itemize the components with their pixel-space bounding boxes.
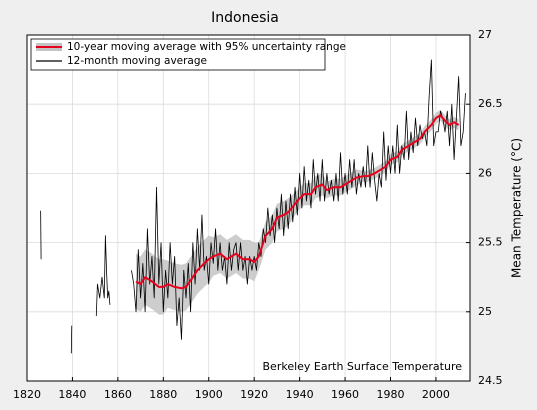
legend-label: 10-year moving average with 95% uncertai…: [67, 41, 346, 53]
y-tick-label: 25: [478, 305, 492, 318]
y-tick-label: 24.5: [478, 374, 503, 387]
x-tick-label: 1900: [195, 388, 223, 401]
y-tick-label: 27: [478, 28, 492, 41]
y-axis-label: Mean Temperature (°C): [510, 138, 524, 278]
x-tick-label: 1880: [149, 388, 177, 401]
marks: [40, 59, 466, 354]
x-tick-label: 1920: [240, 388, 268, 401]
legend-label: 12-month moving average: [67, 55, 207, 67]
legend-box: [30, 38, 326, 71]
annotation: Berkeley Earth Surface Temperature: [263, 360, 463, 373]
x-tick-label: 2000: [422, 388, 450, 401]
legend: 10-year moving average with 95% uncertai…: [30, 38, 346, 71]
axes: 1820 1840 1860 1880 1900 1920 1940 1960 1980 2000…: [13, 28, 503, 401]
x-tick-label: 1840: [58, 388, 86, 401]
x-tick-label: 1940: [286, 388, 314, 401]
series-line: [135, 114, 460, 290]
x-tick-label: 1860: [104, 388, 132, 401]
x-tick-label: 1980: [376, 388, 404, 401]
series-line: [40, 59, 466, 354]
x-tick-label: 1960: [331, 388, 359, 401]
uncertainty-band: [136, 109, 459, 315]
chart-title: Indonesia: [211, 10, 279, 26]
y-tick-label: 26: [478, 166, 492, 179]
plot-area: [27, 35, 470, 381]
plot-frame: [26, 34, 471, 382]
y-tick-label: 25.5: [478, 236, 503, 249]
y-tick-label: 26.5: [478, 97, 503, 110]
x-tick-label: 1820: [13, 388, 41, 401]
